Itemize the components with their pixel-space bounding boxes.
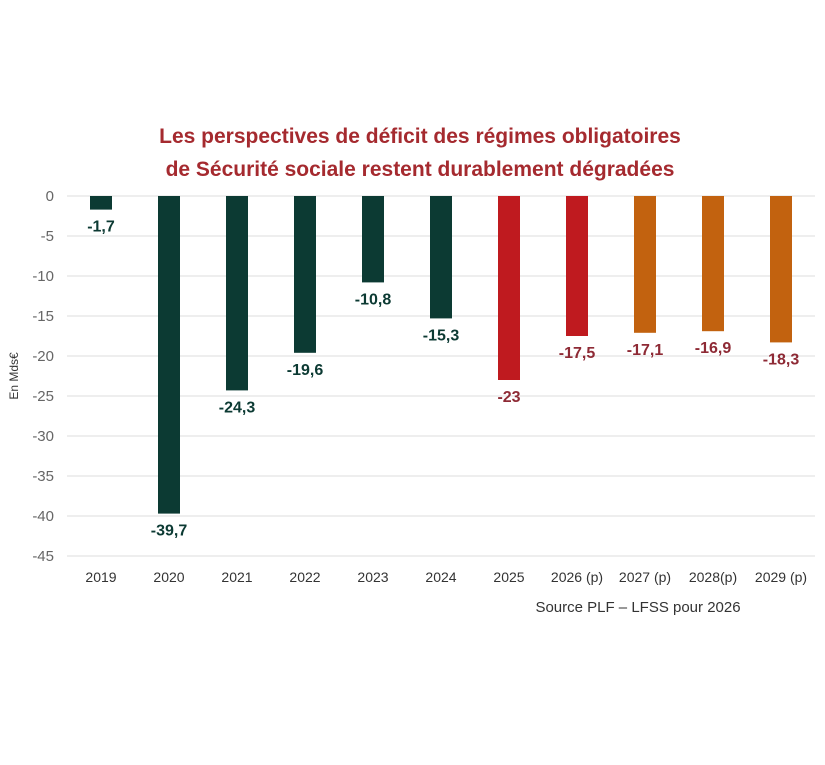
x-tick-label: 2027 (p) bbox=[619, 569, 671, 585]
data-label: -1,7 bbox=[87, 219, 115, 236]
x-tick-label: 2024 bbox=[425, 569, 456, 585]
gridlines bbox=[67, 195, 815, 557]
data-label: -16,9 bbox=[695, 340, 732, 357]
bar bbox=[430, 196, 452, 319]
bar bbox=[634, 196, 656, 333]
x-tick-label: 2020 bbox=[153, 569, 184, 585]
bar bbox=[90, 196, 112, 210]
bar bbox=[498, 196, 520, 380]
x-tick-label: 2021 bbox=[221, 569, 252, 585]
x-tick-label: 2029 (p) bbox=[755, 569, 807, 585]
source-note: Source PLF – LFSS pour 2026 bbox=[535, 599, 740, 616]
data-labels: -1,7 -39,7 -24,3 -19,6 -10,8 -15,3 -23 -17,5 -17… bbox=[87, 219, 799, 540]
chart-title-line-1: Les perspectives de déficit des régimes … bbox=[159, 125, 681, 148]
data-label: -19,6 bbox=[287, 362, 324, 379]
chart-title-line-2: de Sécurité sociale restent durablement … bbox=[166, 158, 675, 181]
y-tick-label: 0 bbox=[46, 188, 54, 205]
bar bbox=[702, 196, 724, 332]
x-tick-label: 2025 bbox=[493, 569, 524, 585]
y-axis-label: En Mds€ bbox=[7, 352, 21, 400]
bars bbox=[90, 196, 792, 514]
data-label: -17,5 bbox=[559, 345, 596, 362]
x-tick-label: 2023 bbox=[357, 569, 388, 585]
x-tick-label: 2028(p) bbox=[689, 569, 737, 585]
bar bbox=[294, 196, 316, 353]
y-tick-label: -35 bbox=[32, 468, 54, 485]
bar bbox=[566, 196, 588, 336]
data-label: -23 bbox=[497, 389, 520, 406]
data-label: -15,3 bbox=[423, 327, 460, 344]
x-tick-label: 2022 bbox=[289, 569, 320, 585]
bar bbox=[770, 196, 792, 343]
y-tick-label: -30 bbox=[32, 428, 54, 445]
data-label: -24,3 bbox=[219, 399, 256, 416]
y-tick-label: -10 bbox=[32, 268, 54, 285]
bar bbox=[362, 196, 384, 283]
bar bbox=[226, 196, 248, 391]
x-axis-ticks: 2019 2020 2021 2022 2023 2024 2025 2026 (p) 2027… bbox=[85, 569, 807, 585]
data-label: -10,8 bbox=[355, 291, 392, 308]
bar bbox=[158, 196, 180, 514]
y-tick-label: -20 bbox=[32, 348, 54, 365]
data-label: -39,7 bbox=[151, 523, 188, 540]
data-label: -17,1 bbox=[627, 342, 664, 359]
y-tick-label: -15 bbox=[32, 308, 54, 325]
y-tick-label: -5 bbox=[41, 228, 54, 245]
y-tick-label: -45 bbox=[32, 548, 54, 565]
data-label: -18,3 bbox=[763, 351, 800, 368]
y-axis-ticks: 0 -5 -10 -15 -20 -25 -30 -35 -40 -45 bbox=[32, 188, 54, 565]
x-tick-label: 2026 (p) bbox=[551, 569, 603, 585]
y-tick-label: -25 bbox=[32, 388, 54, 405]
y-tick-label: -40 bbox=[32, 508, 54, 525]
x-tick-label: 2019 bbox=[85, 569, 116, 585]
